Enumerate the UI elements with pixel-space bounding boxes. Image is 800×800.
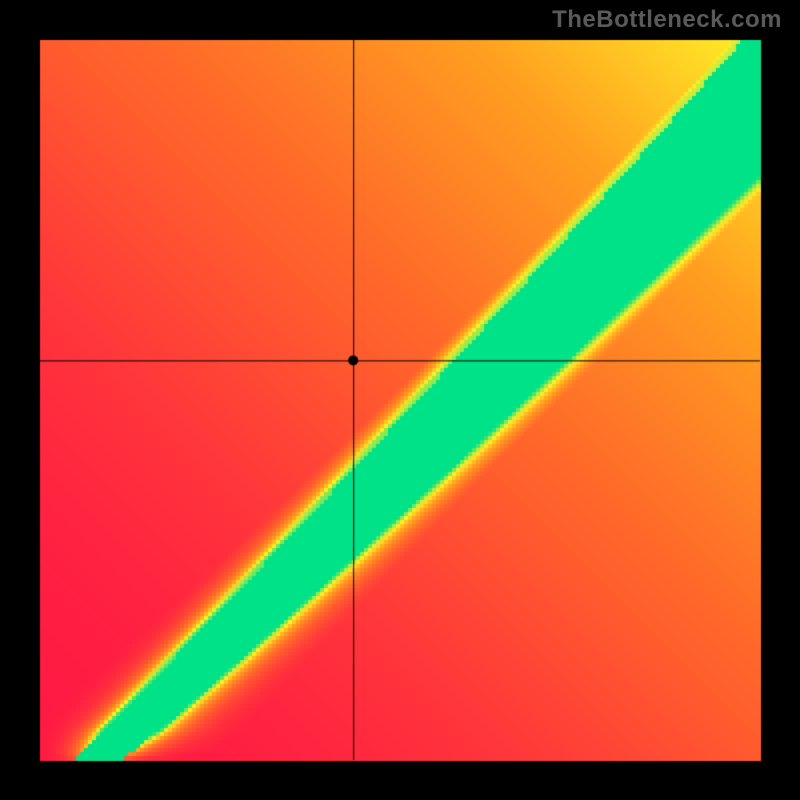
chart-container: { "watermark": { "text": "TheBottleneck.… bbox=[0, 0, 800, 800]
watermark-text: TheBottleneck.com bbox=[552, 6, 782, 34]
bottleneck-heatmap bbox=[0, 0, 800, 800]
